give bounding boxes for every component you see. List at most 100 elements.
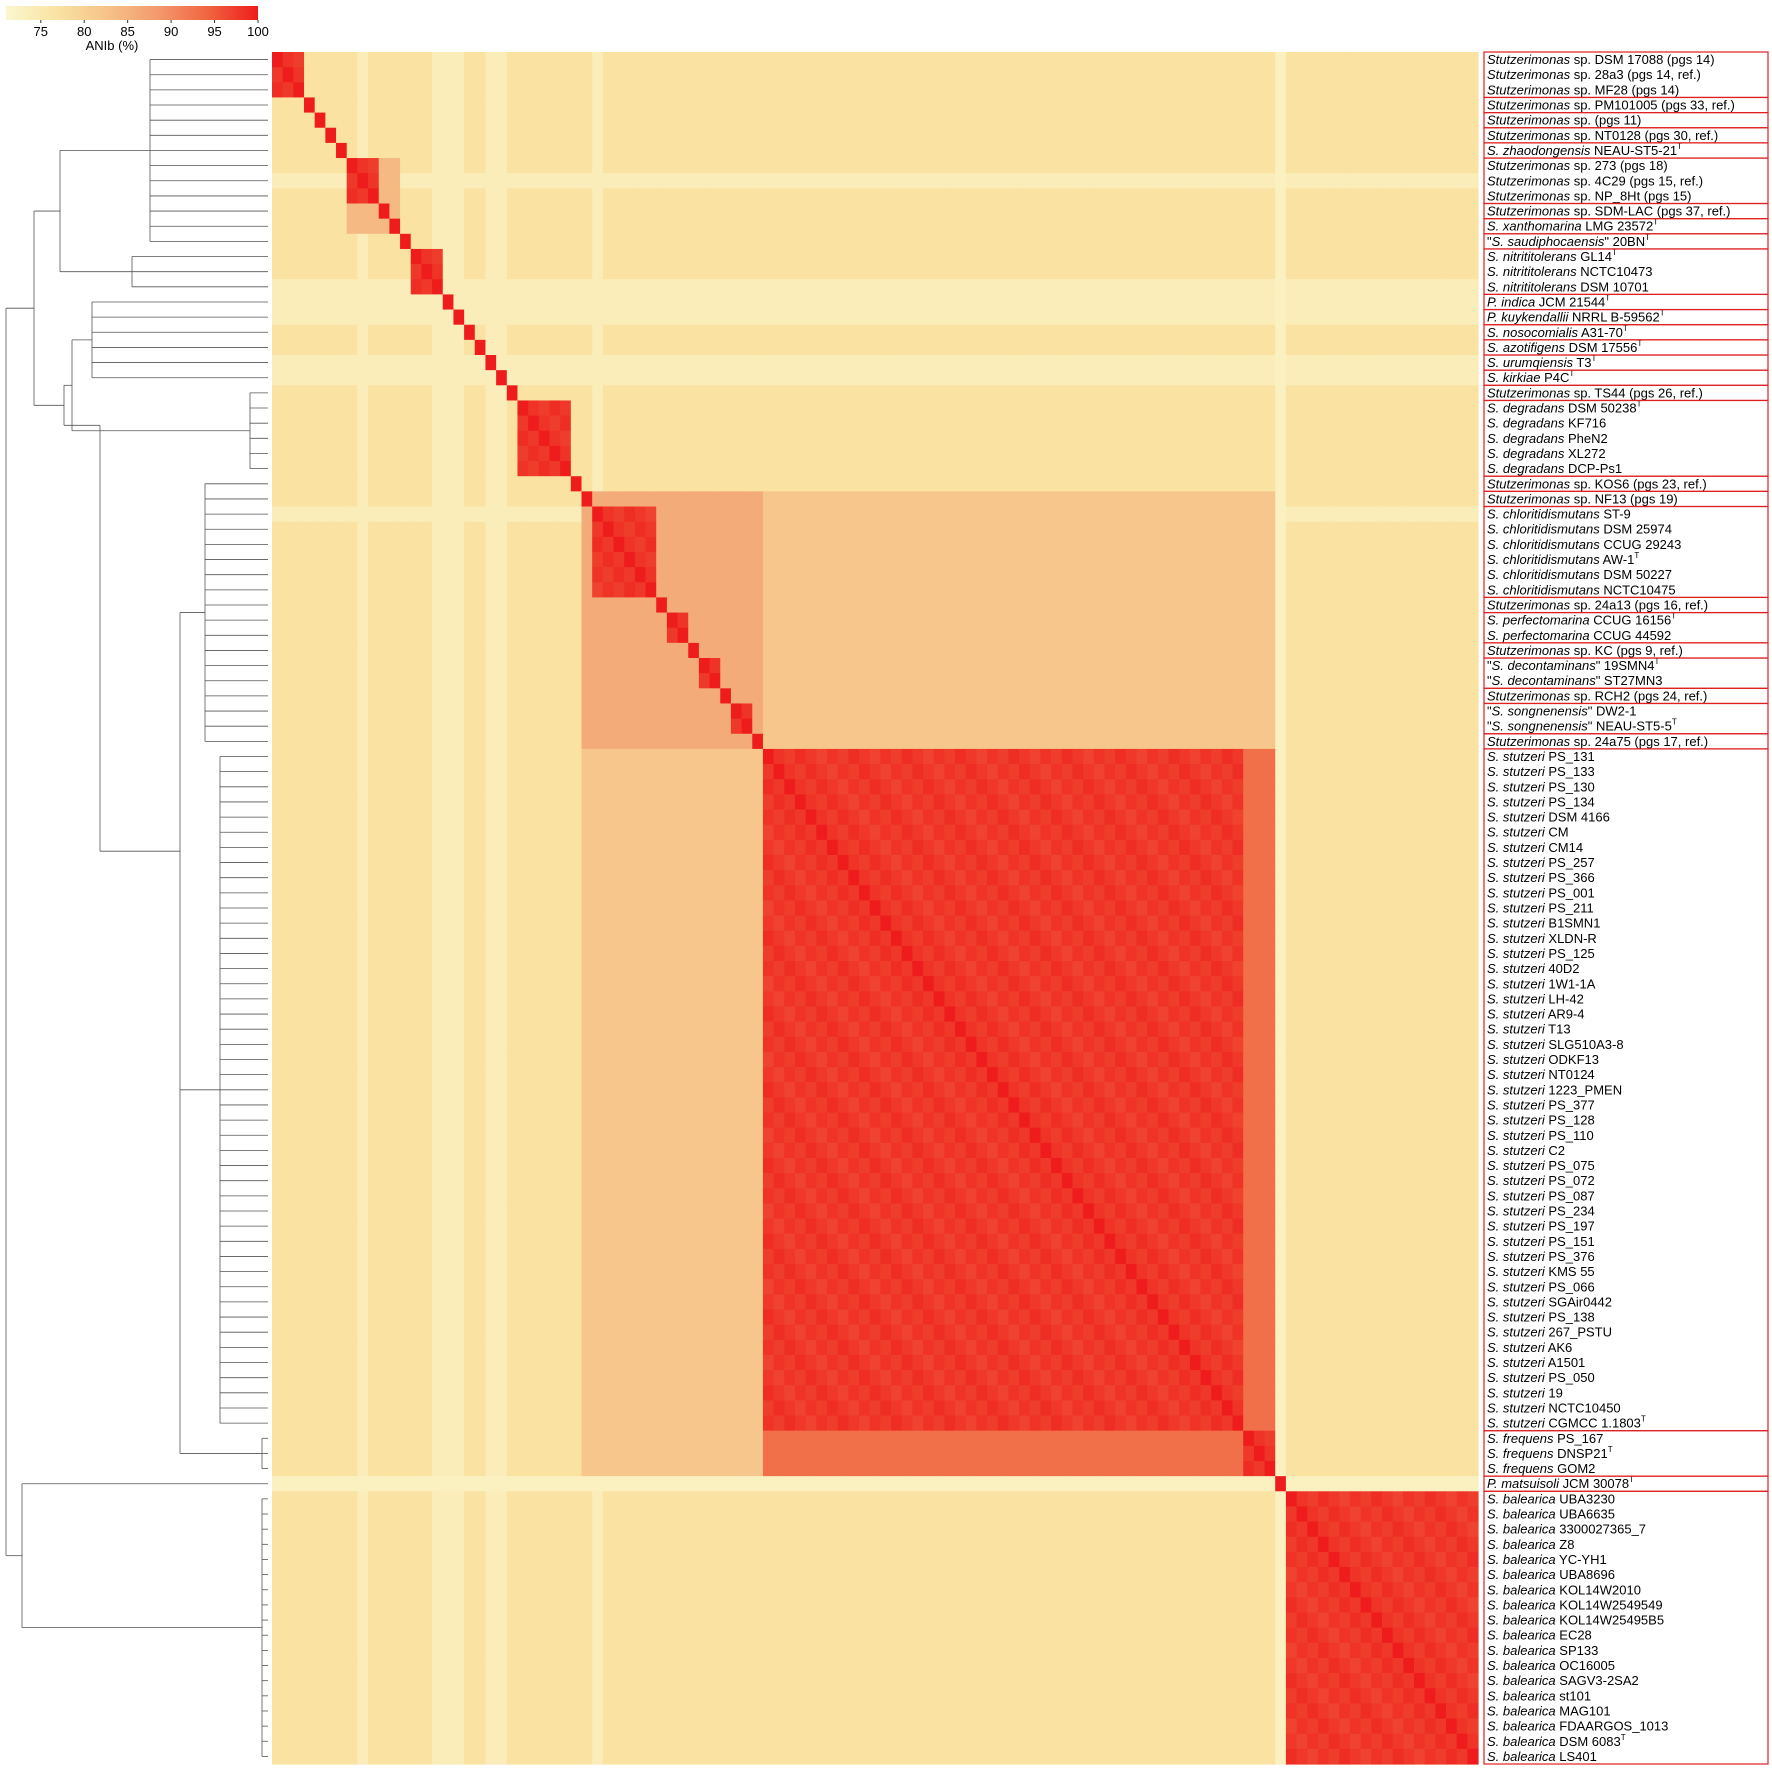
heatmap-cell xyxy=(1029,400,1042,417)
heatmap-cell xyxy=(624,400,636,417)
heatmap-cell xyxy=(1371,294,1383,311)
heatmap-cell xyxy=(1467,309,1479,326)
heatmap-cell xyxy=(570,309,583,326)
heatmap-cell xyxy=(1285,461,1298,477)
heatmap-cell xyxy=(1136,67,1148,83)
heatmap-cell xyxy=(581,339,593,356)
heatmap-cell xyxy=(1008,536,1020,553)
heatmap-cell xyxy=(1040,158,1052,174)
heatmap-cell xyxy=(858,400,871,417)
heatmap-cell xyxy=(624,642,636,659)
heatmap-cell xyxy=(1371,506,1383,523)
heatmap-cell xyxy=(1179,264,1191,280)
heatmap-cell xyxy=(1275,158,1287,174)
heatmap-cell xyxy=(955,248,967,265)
heatmap-cell xyxy=(293,551,305,568)
heatmap-cell xyxy=(1328,491,1340,508)
heatmap-cell xyxy=(752,188,764,205)
heatmap-cell xyxy=(816,551,828,568)
heatmap-cell xyxy=(720,476,732,492)
heatmap-cell xyxy=(1104,97,1116,114)
heatmap-cell xyxy=(1104,233,1116,250)
heatmap-cell xyxy=(944,385,956,402)
heatmap-cell xyxy=(848,688,860,705)
heatmap-cell xyxy=(357,627,369,644)
heatmap-cell xyxy=(1275,264,1287,280)
heatmap-cell xyxy=(826,355,839,371)
heatmap-cell xyxy=(474,264,487,280)
heatmap-cell xyxy=(1307,461,1319,477)
heatmap-cell xyxy=(1403,158,1415,174)
heatmap-cell xyxy=(1435,627,1447,644)
heatmap-cell xyxy=(528,567,540,583)
heatmap-cell xyxy=(293,597,305,614)
heatmap-cell xyxy=(1424,673,1436,689)
heatmap-cell xyxy=(581,294,593,311)
heatmap-cell xyxy=(1360,188,1372,205)
heatmap-cell xyxy=(1221,52,1234,68)
heatmap-cell xyxy=(965,127,977,144)
heatmap-cell xyxy=(1104,355,1116,371)
heatmap-cell xyxy=(464,142,476,159)
heatmap-cell xyxy=(1189,627,1202,644)
heatmap-cell xyxy=(517,582,529,599)
heatmap-cell xyxy=(336,506,348,523)
heatmap-cell xyxy=(1072,400,1084,417)
heatmap-cell xyxy=(432,536,444,553)
heatmap-cell xyxy=(410,127,423,144)
heatmap-cell xyxy=(592,142,604,159)
heatmap-cell xyxy=(442,551,455,568)
heatmap-cell xyxy=(837,415,849,432)
heatmap-cell xyxy=(506,294,519,311)
heatmap-cell xyxy=(688,52,700,68)
heatmap-cell xyxy=(816,309,828,326)
heatmap-cell xyxy=(357,642,369,659)
heatmap-cell xyxy=(1392,506,1404,523)
heatmap-cell xyxy=(1413,188,1426,205)
heatmap-cell xyxy=(624,203,636,220)
heatmap-cell xyxy=(1072,324,1084,341)
heatmap-cell xyxy=(528,203,540,220)
heatmap-cell xyxy=(528,309,540,326)
heatmap-cell xyxy=(656,658,668,674)
heatmap-cell xyxy=(1093,476,1106,492)
heatmap-cell xyxy=(570,385,583,402)
heatmap-cell xyxy=(1200,370,1212,386)
heatmap-cell xyxy=(1115,567,1127,583)
heatmap-cell xyxy=(474,188,487,205)
heatmap-cell xyxy=(656,688,668,705)
heatmap-cell xyxy=(730,400,743,417)
heatmap-cell xyxy=(1339,127,1351,144)
heatmap-cell xyxy=(1456,67,1468,83)
heatmap-cell xyxy=(1381,203,1394,220)
heatmap-cell xyxy=(421,158,433,174)
heatmap-cell xyxy=(965,551,977,568)
heatmap-cell xyxy=(1136,294,1148,311)
heatmap-cell xyxy=(1157,67,1170,83)
heatmap-cell xyxy=(1221,67,1234,83)
heatmap-cell xyxy=(1349,142,1362,159)
heatmap-cell xyxy=(421,430,433,447)
heatmap-cell xyxy=(1179,536,1191,553)
heatmap-cell xyxy=(1051,203,1063,220)
heatmap-cell xyxy=(848,264,860,280)
heatmap-cell xyxy=(816,582,828,599)
heatmap-cell xyxy=(453,82,465,99)
heatmap-cell xyxy=(1029,536,1042,553)
heatmap-cell xyxy=(634,491,647,508)
heatmap-cell xyxy=(1381,248,1394,265)
heatmap-cell xyxy=(933,67,945,83)
heatmap-cell xyxy=(357,476,369,492)
heatmap-cell xyxy=(1435,355,1447,371)
heatmap-cell xyxy=(965,521,977,538)
heatmap-cell xyxy=(464,203,476,220)
heatmap-cell xyxy=(1083,400,1095,417)
heatmap-cell xyxy=(1221,279,1234,296)
heatmap-cell xyxy=(666,142,679,159)
heatmap-cell xyxy=(677,294,689,311)
heatmap-cell xyxy=(1371,127,1383,144)
heatmap-cell xyxy=(1264,97,1276,114)
heatmap-cell xyxy=(987,658,999,674)
heatmap-cell xyxy=(346,339,358,356)
heatmap-cell xyxy=(314,673,326,689)
